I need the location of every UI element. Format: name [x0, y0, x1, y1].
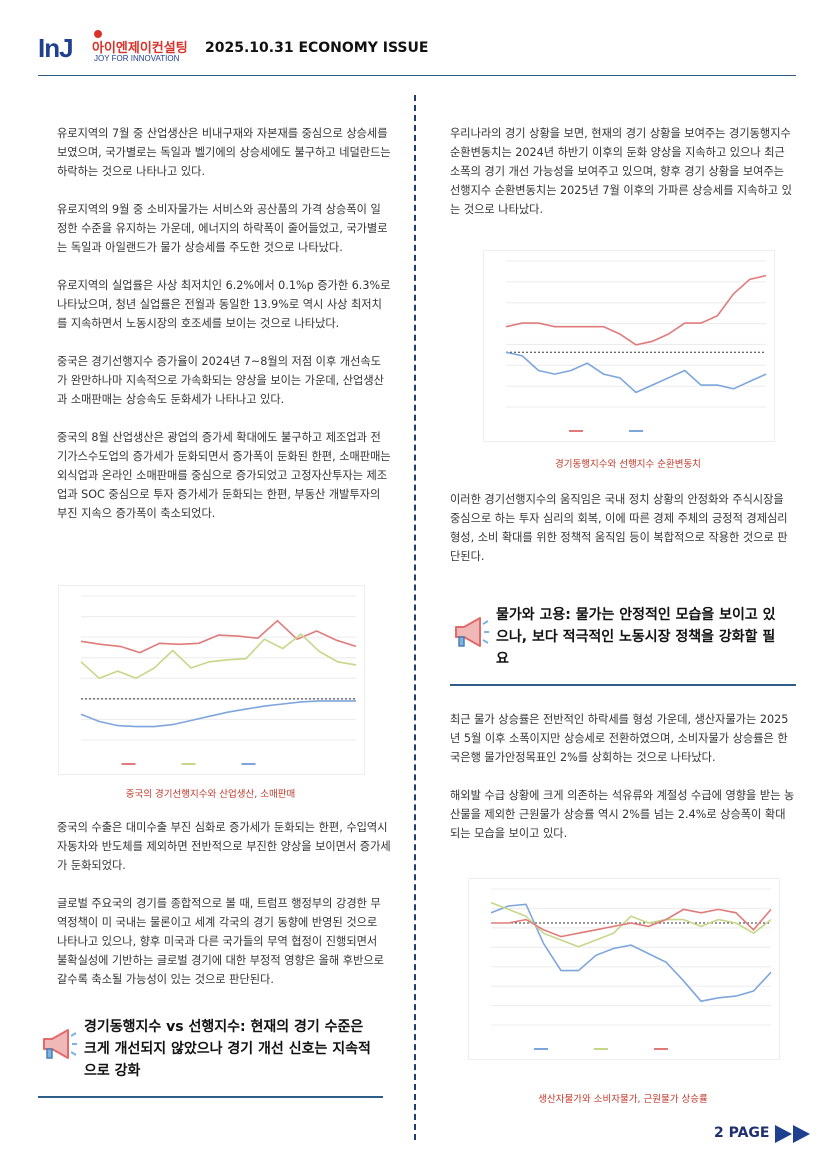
china-leading-index-chart: [58, 585, 365, 775]
chart-svg: [80, 595, 357, 765]
paragraph: 중국의 수출은 대미수출 부진 심화로 증가세가 둔화되는 한편, 수입역시 자…: [57, 821, 391, 872]
paragraph: 최근 물가 상승률은 전반적인 하락세를 형성 가운데, 생산자물가는 2025…: [450, 713, 789, 764]
logo-slogan: JOY FOR INNOVATION: [94, 54, 180, 63]
paragraph: 유로지역의 7월 중 산업생산은 비내구재와 자본재를 중심으로 상승세를 보였…: [57, 127, 391, 178]
section-heading: 경기동행지수 vs 선행지수: 현재의 경기 수준은 크게 개선되지 않았으나 …: [84, 1019, 371, 1079]
header-rule: [38, 75, 796, 76]
paragraph: 우리나라의 경기 상황을 보면, 현재의 경기 상황을 보여주는 경기동행지수 …: [450, 127, 792, 216]
series-line: [490, 901, 772, 948]
section-rule: [38, 1096, 383, 1098]
price-inflation-chart: [468, 878, 780, 1060]
series-line: [80, 700, 356, 728]
figure-caption: 경기동행지수와 선행지수 순환변동치: [555, 459, 701, 470]
logo-dot: [94, 30, 102, 38]
page-header: InJ 아이엔제이컨설팅 JOY FOR INNOVATION 2025.10.…: [38, 30, 798, 76]
figure-caption: 중국의 경기선행지수와 산업생산, 소매판매: [125, 789, 296, 800]
section-rule: [450, 684, 796, 686]
paragraph: 중국은 경기선행지수 증가율이 2024년 7~8월의 저점 이후 개선속도가 …: [57, 355, 384, 406]
page-number: 2 PAGE: [714, 1125, 770, 1141]
megaphone-icon: [455, 617, 489, 647]
section-heading-left: 경기동행지수 vs 선행지수: 현재의 경기 수준은 크게 개선되지 않았으나 …: [38, 1016, 383, 1100]
series-line: [80, 619, 357, 654]
series-line: [505, 351, 767, 394]
right-column-text-3: 최근 물가 상승률은 전반적인 하락세를 형성 가운데, 생산자물가는 2025…: [450, 710, 795, 843]
series-line: [491, 908, 772, 938]
left-column-text-2: 중국의 수출은 대미수출 부진 심화로 증가세가 둔화되는 한편, 수입역시 자…: [57, 818, 391, 989]
logo-company-name: 아이엔제이컨설팅: [92, 41, 188, 56]
right-column-text: 우리나라의 경기 상황을 보면, 현재의 경기 상황을 보여주는 경기동행지수 …: [450, 124, 795, 219]
series-line: [490, 903, 772, 1003]
paragraph: 이러한 경기선행지수의 움직임은 국내 정치 상황의 안정화와 주식시장을 중심…: [450, 493, 788, 563]
section-heading-right: 물가와 고용: 물가는 안정적인 모습을 보이고 있으나, 보다 적극적인 노동…: [450, 604, 796, 688]
chart-svg: [505, 260, 767, 432]
company-logo: InJ 아이엔제이컨설팅 JOY FOR INNOVATION: [38, 30, 198, 66]
paragraph: 해외발 수급 상황에 크게 의존하는 석유류와 계절성 수급에 영향을 받는 농…: [450, 789, 795, 840]
paragraph: 유로지역의 실업률은 사상 최저치인 6.2%에서 0.1%p 증가한 6.3%…: [57, 279, 391, 330]
next-page-arrows-icon: [775, 1125, 810, 1143]
series-line: [505, 274, 767, 346]
logo-mark: InJ: [38, 33, 74, 63]
right-column-text-2: 이러한 경기선행지수의 움직임은 국내 정치 상황의 안정화와 주식시장을 중심…: [450, 490, 795, 566]
left-column-text: 유로지역의 7월 중 산업생산은 비내구재와 자본재를 중심으로 상승세를 보였…: [57, 124, 391, 523]
issue-title: 2025.10.31 ECONOMY ISSUE: [205, 40, 429, 56]
korea-coincident-leading-chart: [483, 250, 775, 442]
section-heading: 물가와 고용: 물가는 안정적인 모습을 보이고 있으나, 보다 적극적인 노동…: [496, 607, 776, 667]
chart-svg: [490, 888, 772, 1050]
series-line: [80, 633, 357, 680]
paragraph: 글로벌 주요국의 경기를 종합적으로 볼 때, 트럼프 행정부의 강경한 무역정…: [57, 897, 384, 986]
paragraph: 유로지역의 9월 중 소비자물가는 서비스와 공산품의 가격 상승폭이 일정한 …: [57, 203, 388, 254]
column-divider: [414, 95, 416, 1140]
figure-caption: 생산자물가와 소비자물가, 근원물가 상승률: [538, 1094, 708, 1105]
megaphone-icon: [43, 1029, 77, 1059]
paragraph: 중국의 8월 산업생산은 광업의 증가세 확대에도 불구하고 제조업과 전기가스…: [57, 431, 391, 520]
